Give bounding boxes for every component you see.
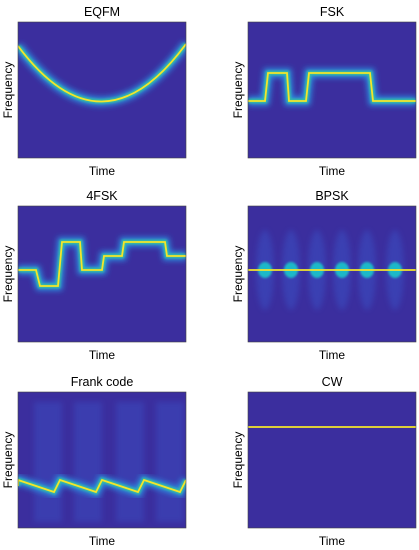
signal (18, 402, 186, 522)
x-axis-label: Time (89, 534, 116, 548)
x-axis-label: Time (319, 164, 346, 178)
panel: EQFM Time Frequency (1, 5, 187, 178)
plot-area (248, 22, 416, 158)
panel-title: CW (322, 375, 343, 389)
y-axis-label: Frequency (231, 432, 245, 489)
panel-title: EQFM (84, 5, 120, 19)
y-axis-label: Frequency (1, 62, 15, 119)
panel-title: FSK (320, 5, 345, 19)
frame (247, 205, 417, 343)
core (18, 43, 186, 103)
panel-title: Frank code (71, 375, 134, 389)
panel: BPSK Time Frequency (231, 189, 417, 362)
core (18, 241, 186, 287)
x-axis-label: Time (319, 348, 346, 362)
plot-area (248, 392, 416, 528)
x-axis-label: Time (89, 164, 116, 178)
frame (17, 21, 187, 159)
y-axis-label: Frequency (231, 62, 245, 119)
signal (18, 41, 186, 106)
frame (247, 391, 417, 529)
band (74, 402, 102, 522)
y-axis-label: Frequency (1, 246, 15, 303)
plot-area (18, 22, 186, 158)
frame (17, 205, 187, 343)
core (18, 478, 186, 494)
x-axis-label: Time (319, 534, 346, 548)
y-axis-label: Frequency (231, 246, 245, 303)
frame (247, 21, 417, 159)
core (248, 72, 416, 102)
panel: FSK Time Frequency (231, 5, 417, 178)
panel-title: 4FSK (86, 189, 118, 203)
x-axis-label: Time (89, 348, 116, 362)
signal (248, 68, 416, 106)
panel: CW Time Frequency (231, 375, 417, 548)
panel: 4FSK Time Frequency (1, 189, 187, 362)
signal (18, 237, 186, 291)
frame (17, 391, 187, 529)
y-axis-label: Frequency (1, 432, 15, 489)
panel: Frank code Time Frequency (1, 375, 187, 548)
band (156, 402, 184, 522)
band (116, 402, 144, 522)
signal (248, 230, 416, 310)
panel-title: BPSK (315, 189, 349, 203)
band (34, 402, 62, 522)
